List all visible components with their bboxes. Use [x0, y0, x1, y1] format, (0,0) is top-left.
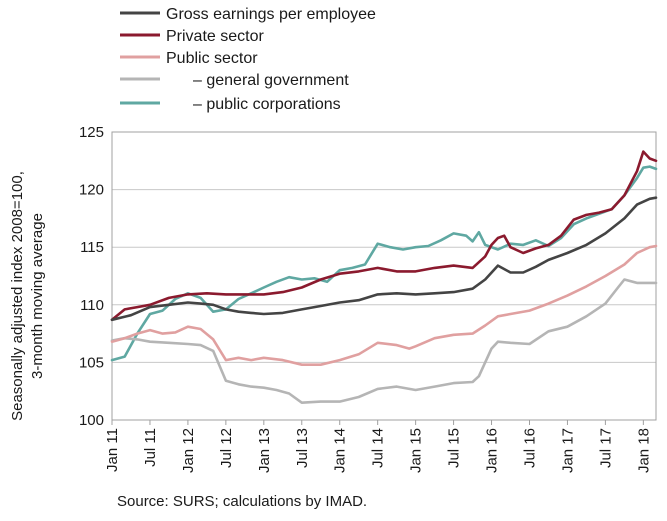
series-lines	[110, 150, 658, 404]
y-axis-title-line-1: Seasonally adjusted index 2008=100,	[9, 171, 26, 421]
x-axis: Jan 11 Jul 11 Jan 12 Jul 12 Jan 13 Jul 13 Jan …	[104, 420, 652, 473]
x-tick-label: Jan 14	[332, 428, 349, 473]
y-tick-label: 105	[79, 354, 104, 371]
x-tick-label: Jul 17	[597, 428, 614, 468]
y-tick-label: 115	[80, 239, 104, 256]
x-tick-label: Jul 13	[294, 428, 311, 468]
y-tick-label: 120	[79, 182, 104, 199]
y-axis-title: Seasonally adjusted index 2008=100, 3-mon…	[9, 171, 46, 421]
grid-lines	[112, 131, 656, 421]
y-tick-label: 125	[79, 124, 104, 141]
x-tick-label: Jan 16	[484, 428, 501, 473]
y-tick-label: 110	[80, 297, 104, 314]
series-line-gross-earnings-per-employee	[110, 196, 658, 322]
y-axis: 100 105 110 115 120 125	[79, 124, 104, 429]
legend-label-general-government: – general government	[193, 72, 349, 89]
series-line-public-sector	[110, 244, 658, 366]
x-tick-label: Jan 11	[104, 428, 121, 472]
legend-label-private-sector: Private sector	[166, 28, 264, 45]
series-line-private-sector	[110, 150, 658, 322]
x-tick-label: Jul 11	[142, 428, 159, 467]
y-axis-title-line-2: 3-month moving average	[29, 213, 46, 379]
series-line-general-government	[110, 278, 658, 404]
plot-border	[111, 131, 657, 421]
legend-label-public-sector: Public sector	[166, 50, 258, 67]
legend-label-public-corporations: – public corporations	[193, 96, 341, 113]
x-tick-label: Jan 13	[256, 428, 273, 473]
x-tick-label: Jul 12	[218, 428, 235, 468]
x-tick-label: Jan 12	[180, 428, 197, 473]
legend-label-gross-earnings-per-employee: Gross earnings per employee	[166, 6, 376, 23]
series-line-public-corporations	[110, 165, 658, 362]
x-tick-label: Jul 16	[521, 428, 538, 468]
x-tick-label: Jul 14	[370, 428, 387, 468]
x-tick-label: Jan 18	[635, 428, 652, 473]
x-tick-label: Jan 15	[408, 428, 425, 473]
x-tick-label: Jul 15	[446, 428, 463, 468]
plot-frame	[111, 131, 657, 421]
legend: Gross earnings per employee Private secto…	[120, 6, 376, 113]
y-tick-label: 100	[79, 412, 104, 429]
x-tick-label: Jan 17	[559, 428, 576, 473]
source-note: Source: SURS; calculations by IMAD.	[117, 493, 368, 510]
